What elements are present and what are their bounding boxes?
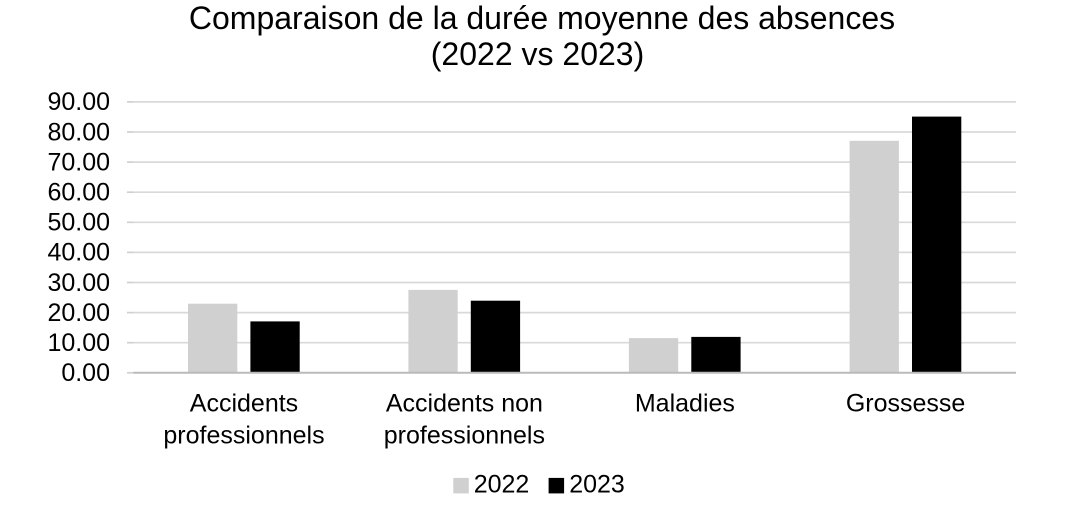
svg-text:Accidents non: Accidents non (386, 390, 543, 418)
svg-text:professionnels: professionnels (384, 422, 545, 450)
svg-text:Accidents: Accidents (190, 390, 298, 418)
svg-text:90.00: 90.00 (47, 88, 110, 116)
svg-text:2023: 2023 (569, 470, 625, 498)
svg-text:Grossesse: Grossesse (846, 390, 965, 418)
svg-text:Maladies: Maladies (635, 390, 735, 418)
svg-text:(2022 vs 2023): (2022 vs 2023) (431, 36, 644, 72)
svg-text:40.00: 40.00 (47, 239, 110, 267)
svg-text:0.00: 0.00 (61, 359, 110, 387)
svg-text:Comparaison de la durée moyenn: Comparaison de la durée moyenne des abse… (189, 0, 895, 36)
svg-text:60.00: 60.00 (47, 179, 110, 207)
svg-text:50.00: 50.00 (47, 209, 110, 237)
svg-text:10.00: 10.00 (47, 329, 110, 357)
svg-text:30.00: 30.00 (47, 269, 110, 297)
svg-text:70.00: 70.00 (47, 148, 110, 176)
svg-text:2022: 2022 (474, 470, 530, 498)
svg-text:80.00: 80.00 (47, 118, 110, 146)
svg-text:professionnels: professionnels (163, 422, 324, 450)
svg-text:20.00: 20.00 (47, 299, 110, 327)
